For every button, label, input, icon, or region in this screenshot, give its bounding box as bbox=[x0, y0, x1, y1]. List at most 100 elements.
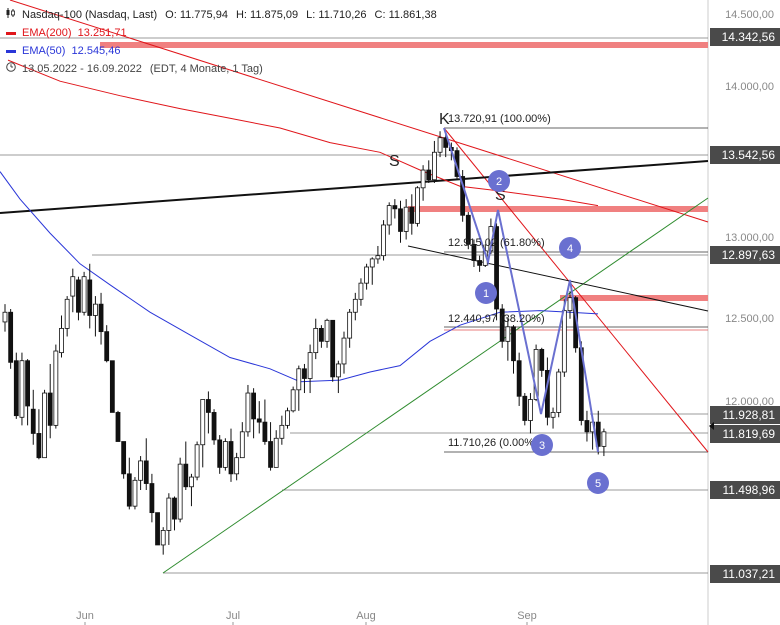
candle-up bbox=[556, 371, 562, 413]
candle-up bbox=[290, 389, 296, 412]
candle-up bbox=[245, 392, 251, 433]
candle-down bbox=[409, 206, 415, 224]
candle-down bbox=[251, 392, 257, 420]
price-box-11498: 11.498,96 bbox=[710, 481, 780, 499]
pattern-letter-s-right: S bbox=[495, 187, 506, 204]
candle-up bbox=[138, 460, 144, 481]
candle-up bbox=[296, 368, 302, 391]
range-info: (EDT, 4 Monate, 1 Tag) bbox=[149, 63, 263, 75]
svg-text:12.897,63: 12.897,63 bbox=[722, 248, 776, 262]
candle-up bbox=[381, 224, 386, 257]
ohlc-high: 11.875,09 bbox=[250, 9, 299, 21]
y-tick-label: 14.000,00 bbox=[725, 81, 774, 93]
candle-up bbox=[341, 337, 347, 365]
candle-up bbox=[369, 258, 375, 268]
black-support-line bbox=[0, 160, 709, 214]
price-box-12897: 12.897,63 bbox=[710, 246, 780, 264]
candle-up bbox=[358, 282, 364, 300]
legend-range-row: 13.05.2022 - 16.09.2022 (EDT, 4 Monate, … bbox=[6, 60, 437, 78]
candle-down bbox=[318, 327, 324, 342]
candle-up bbox=[93, 303, 98, 316]
candle-up bbox=[166, 497, 172, 531]
candle-up bbox=[42, 392, 47, 459]
svg-text:1: 1 bbox=[483, 288, 489, 300]
candle-up bbox=[550, 412, 556, 418]
svg-text:11.928,81: 11.928,81 bbox=[723, 408, 776, 422]
ema200-value: 13.251,71 bbox=[77, 27, 127, 39]
candle-up bbox=[352, 298, 358, 313]
candle-up bbox=[19, 360, 25, 418]
candle-up bbox=[528, 399, 533, 421]
candle-up bbox=[189, 476, 194, 488]
candle-down bbox=[522, 395, 528, 421]
candle-down bbox=[13, 360, 19, 417]
candle-down bbox=[392, 205, 398, 210]
y-tick-label: 12.500,00 bbox=[725, 313, 774, 325]
ohlc-close: 11.861,38 bbox=[388, 9, 437, 21]
candle-up bbox=[234, 457, 240, 475]
candle-down bbox=[126, 473, 132, 507]
instrument-name: Nasdaq-100 (Nasdaq, Last) bbox=[22, 9, 158, 21]
candle-up bbox=[335, 363, 341, 378]
ohlc-close-label: C: bbox=[374, 9, 386, 21]
candle-up bbox=[437, 137, 443, 153]
legend-ema200-row[interactable]: EMA(200) 13.251,71 bbox=[6, 24, 437, 42]
candle-up bbox=[2, 311, 8, 323]
candle-down bbox=[426, 169, 432, 181]
candle-up bbox=[364, 266, 370, 284]
candle-down bbox=[25, 360, 31, 407]
candle-down bbox=[471, 243, 477, 261]
svg-text:13.542,56: 13.542,56 bbox=[722, 148, 776, 162]
candle-down bbox=[477, 260, 483, 266]
candle-down bbox=[256, 418, 262, 423]
candle-down bbox=[330, 319, 336, 378]
svg-text:11.819,69: 11.819,69 bbox=[723, 427, 776, 441]
wave-marker-1: 1 bbox=[475, 282, 497, 304]
ohlc-open: 11.775,94 bbox=[179, 9, 228, 21]
candle-down bbox=[499, 308, 505, 342]
candle-up bbox=[601, 431, 607, 447]
svg-text:3: 3 bbox=[539, 440, 545, 452]
y-tick-label: 12.000,00 bbox=[725, 396, 774, 408]
candle-up bbox=[160, 530, 166, 546]
candle-down bbox=[98, 303, 104, 333]
candle-up bbox=[313, 327, 319, 354]
candle-down bbox=[149, 483, 155, 514]
candle-down bbox=[121, 441, 127, 475]
candlestick-icon bbox=[6, 6, 16, 24]
price-box-13542: 13.542,56 bbox=[710, 146, 780, 164]
candle-down bbox=[268, 441, 273, 468]
fib-label-618: 12.915,02 (61.80%) bbox=[448, 237, 545, 249]
candle-down bbox=[595, 421, 601, 447]
candle-up bbox=[64, 298, 70, 329]
candle-up bbox=[200, 399, 206, 446]
wave-path bbox=[443, 127, 599, 453]
candle-down bbox=[217, 439, 223, 468]
legend-ema50-row[interactable]: EMA(50) 12.545,46 bbox=[6, 42, 437, 60]
candle-up bbox=[403, 206, 409, 232]
chart-legend: Nasdaq-100 (Nasdaq, Last) O: 11.775,94 H… bbox=[6, 6, 437, 78]
candle-down bbox=[511, 326, 516, 362]
candle-up bbox=[561, 310, 567, 373]
ohlc-high-label: H: bbox=[235, 9, 247, 21]
candle-up bbox=[53, 350, 59, 426]
candle-up bbox=[279, 424, 285, 439]
price-box-14342: 14.342,56 bbox=[710, 28, 780, 46]
candle-up bbox=[81, 276, 87, 313]
candle-down bbox=[30, 408, 36, 434]
resistance-zone-13150 bbox=[408, 206, 708, 212]
candle-down bbox=[211, 412, 217, 441]
candle-up bbox=[307, 352, 313, 379]
x-tick-label: Jul bbox=[226, 610, 240, 622]
candle-up bbox=[420, 169, 426, 189]
candle-up bbox=[273, 437, 279, 468]
y-tick-label: 14.500,00 bbox=[725, 9, 774, 21]
candle-up bbox=[375, 255, 381, 260]
candle-up bbox=[239, 431, 245, 459]
svg-text:14.342,56: 14.342,56 bbox=[722, 30, 776, 44]
ohlc-open-label: O: bbox=[165, 9, 177, 21]
svg-text:2: 2 bbox=[496, 176, 502, 188]
candle-down bbox=[443, 137, 449, 148]
candle-up bbox=[177, 463, 183, 520]
